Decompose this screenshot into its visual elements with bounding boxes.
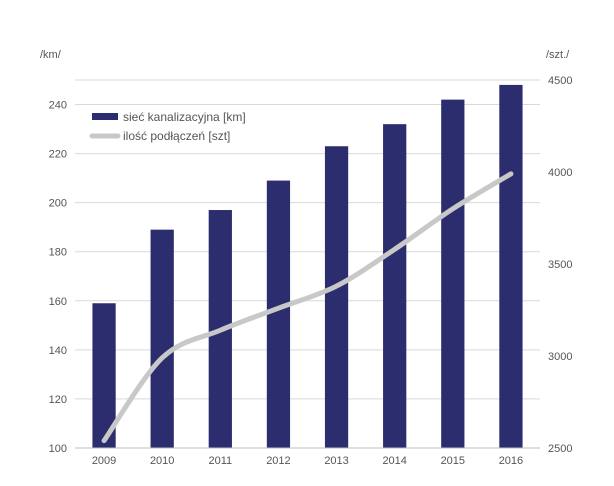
y-right-tick-label: 3000 xyxy=(548,351,572,363)
bar xyxy=(383,124,407,448)
bar xyxy=(499,84,523,448)
legend-label-bar: sieć kanalizacyjna [km] xyxy=(123,110,246,124)
line-point xyxy=(103,440,105,442)
y-right-tick-label: 4000 xyxy=(548,167,572,179)
line-point xyxy=(336,285,338,287)
x-tick-label: 2014 xyxy=(382,455,406,467)
line-point xyxy=(219,329,221,331)
y-left-tick-label: 200 xyxy=(49,198,67,210)
line-point xyxy=(277,307,279,309)
x-tick-label: 2013 xyxy=(324,455,348,467)
y-left-tick-label: 220 xyxy=(49,149,67,161)
line-point xyxy=(452,208,454,210)
bar xyxy=(266,180,291,448)
bar xyxy=(324,146,349,449)
y-right-tick-label: 3500 xyxy=(548,259,572,271)
legend: sieć kanalizacyjna [km] ilość podłączeń … xyxy=(89,110,246,143)
bar xyxy=(150,229,174,448)
line-point xyxy=(394,248,396,250)
axes: 100 120 140 160 180 200 220 240 2500 3000 3500 4000… xyxy=(49,75,573,467)
y-right-unit-label: /szt./ xyxy=(546,49,570,61)
y-left-tick-label: 120 xyxy=(49,394,67,406)
y-left-tick-label: 180 xyxy=(49,247,67,259)
y-left-unit-label: /km/ xyxy=(40,49,62,61)
line-point xyxy=(161,357,163,359)
bar xyxy=(92,303,116,448)
bar-series xyxy=(92,84,523,449)
x-tick-label: 2009 xyxy=(92,455,116,467)
x-tick-label: 2015 xyxy=(441,455,465,467)
line-point xyxy=(510,173,512,175)
gridlines xyxy=(75,79,540,400)
y-left-tick-label: 100 xyxy=(49,443,67,455)
x-tick-label: 2016 xyxy=(499,455,523,467)
x-tick-label: 2010 xyxy=(150,455,174,467)
y-left-tick-label: 240 xyxy=(49,100,67,112)
line-series xyxy=(101,171,514,444)
bar xyxy=(441,99,465,449)
x-tick-label: 2011 xyxy=(208,455,232,467)
y-left-tick-label: 140 xyxy=(49,345,67,357)
legend-swatch-bar xyxy=(92,113,118,120)
y-right-tick-label: 4500 xyxy=(548,75,572,87)
x-tick-label: 2012 xyxy=(266,455,290,467)
y-left-tick-label: 160 xyxy=(49,296,67,308)
legend-label-line: ilość podłączeń [szt] xyxy=(123,129,230,143)
y-right-tick-label: 2500 xyxy=(548,443,572,455)
